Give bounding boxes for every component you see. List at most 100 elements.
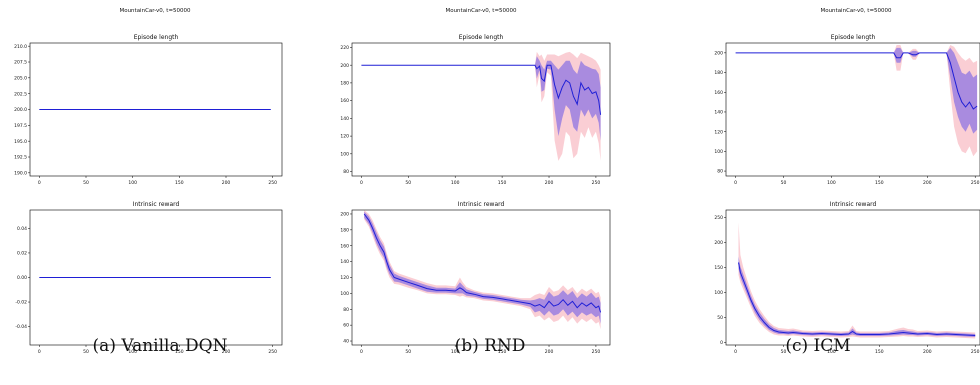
- x-tick-label: 250: [971, 180, 980, 186]
- y-tick-label: 120: [340, 275, 349, 281]
- subplot-title: Intrinsic reward: [133, 201, 180, 208]
- y-tick-label: 180: [340, 227, 349, 233]
- x-tick-label: 150: [498, 349, 507, 355]
- caption-vanilla-dqn: (a) Vanilla DQN: [92, 336, 228, 356]
- y-tick-label: 205.0: [14, 75, 27, 81]
- axes-frame: [725, 42, 980, 177]
- y-tick-label: 200.0: [14, 107, 27, 113]
- x-tick-label: 50: [781, 180, 787, 186]
- y-tick-label: 160: [340, 243, 349, 249]
- inner-variance-band: [361, 56, 601, 141]
- y-tick-label: 0: [720, 340, 723, 346]
- y-tick-label: 50: [717, 315, 723, 321]
- x-tick-label: 50: [83, 180, 89, 186]
- x-tick-label: 50: [405, 349, 411, 355]
- x-tick-label: 150: [175, 180, 184, 186]
- y-tick-label: 197.5: [14, 123, 27, 129]
- y-tick-label: 80: [343, 307, 349, 313]
- y-tick-label: 80: [717, 169, 723, 175]
- subplot-1: MountainCar-v0, t=50000 Episode length 0 50…: [14, 8, 283, 186]
- x-tick-label: 0: [734, 349, 737, 355]
- x-tick-label: 100: [128, 180, 137, 186]
- y-tick-label: 140: [340, 259, 349, 265]
- mean-line: [363, 213, 602, 313]
- subplot-title: Episode length: [134, 34, 179, 41]
- y-tick-label: 100: [340, 291, 349, 297]
- axes-frame: [725, 209, 980, 346]
- y-tick-label: 160: [714, 90, 723, 96]
- y-tick-label: 180: [340, 81, 349, 87]
- y-tick-label: 120: [714, 129, 723, 135]
- y-tick-label: -0.02: [15, 300, 27, 306]
- y-tick-label: 40: [343, 339, 349, 345]
- subplot-title: Episode length: [831, 34, 876, 41]
- x-tick-label: 200: [545, 349, 554, 355]
- y-tick-label: 0.04: [17, 226, 27, 232]
- plot-area: [361, 51, 602, 161]
- outer-variance-band: [735, 45, 978, 157]
- x-tick-label: 250: [268, 180, 277, 186]
- inner-variance-band: [364, 211, 601, 324]
- inner-variance-band: [738, 256, 976, 337]
- y-tick-label: 200: [714, 50, 723, 56]
- x-tick-label: 250: [592, 180, 601, 186]
- y-tick-label: 200: [340, 212, 349, 218]
- x-tick-label: 100: [827, 349, 836, 355]
- subplot-2: Intrinsic reward 0 50 100 150 200 250 -0.04 -0.0…: [15, 201, 283, 355]
- y-tick-label: 80: [343, 169, 349, 175]
- x-tick-label: 0: [360, 349, 363, 355]
- y-tick-label: 195.0: [14, 139, 27, 145]
- plot-area: [738, 222, 976, 339]
- y-tick-label: 210.0: [14, 44, 27, 50]
- x-tick-label: 100: [827, 180, 836, 186]
- x-tick-label: 150: [875, 180, 884, 186]
- x-tick-label: 200: [222, 349, 231, 355]
- y-tick-label: 0.02: [17, 251, 27, 257]
- caption-icm: (c) ICM: [785, 336, 851, 356]
- plot-area: [363, 210, 602, 330]
- y-tick-label: 100: [714, 290, 723, 296]
- figure-suptitle: MountainCar-v0, t=50000: [445, 8, 517, 14]
- x-tick-label: 100: [128, 349, 137, 355]
- subplot-title: Intrinsic reward: [458, 201, 505, 208]
- mean-line: [361, 64, 602, 115]
- x-tick-label: 0: [360, 180, 363, 186]
- subplot-5: MountainCar-v0, t=50000 Episode length 0 50…: [714, 8, 980, 186]
- x-tick-label: 100: [451, 349, 460, 355]
- subplot-title: Intrinsic reward: [830, 201, 877, 208]
- y-tick-label: 192.5: [14, 155, 27, 161]
- figure-suptitle: MountainCar-v0, t=50000: [820, 8, 892, 14]
- subplot-4: Intrinsic reward 0 50 100 150 200 250 40 60 80 100…: [340, 201, 611, 355]
- y-tick-label: 200: [714, 240, 723, 246]
- x-tick-label: 250: [971, 349, 980, 355]
- x-tick-label: 200: [222, 180, 231, 186]
- subplot-6: Intrinsic reward 0 50 100 150 200 250 0 50 100 150…: [714, 201, 980, 355]
- axes-frame: [351, 42, 611, 177]
- x-tick-label: 0: [38, 180, 41, 186]
- y-tick-label: 100: [340, 151, 349, 157]
- y-tick-label: 140: [714, 110, 723, 116]
- x-tick-label: 150: [175, 349, 184, 355]
- y-tick-label: 200: [340, 63, 349, 69]
- y-tick-label: 120: [340, 134, 349, 140]
- x-tick-label: 200: [923, 180, 932, 186]
- x-tick-label: 250: [268, 349, 277, 355]
- y-tick-label: 220: [340, 45, 349, 51]
- subplot-title: Episode length: [459, 34, 504, 41]
- y-tick-label: 207.5: [14, 60, 27, 66]
- y-tick-label: 180: [714, 70, 723, 76]
- y-tick-label: 160: [340, 98, 349, 104]
- x-tick-label: 250: [592, 349, 601, 355]
- y-tick-label: 190.0: [14, 170, 27, 176]
- x-tick-label: 0: [734, 180, 737, 186]
- x-tick-label: 150: [875, 349, 884, 355]
- outer-variance-band: [738, 222, 976, 339]
- x-tick-label: 200: [545, 180, 554, 186]
- y-tick-label: 202.5: [14, 91, 27, 97]
- x-tick-label: 200: [923, 349, 932, 355]
- y-tick-label: 150: [714, 265, 723, 271]
- x-tick-label: 150: [498, 180, 507, 186]
- y-tick-label: -0.04: [15, 324, 27, 330]
- mean-line: [735, 52, 978, 110]
